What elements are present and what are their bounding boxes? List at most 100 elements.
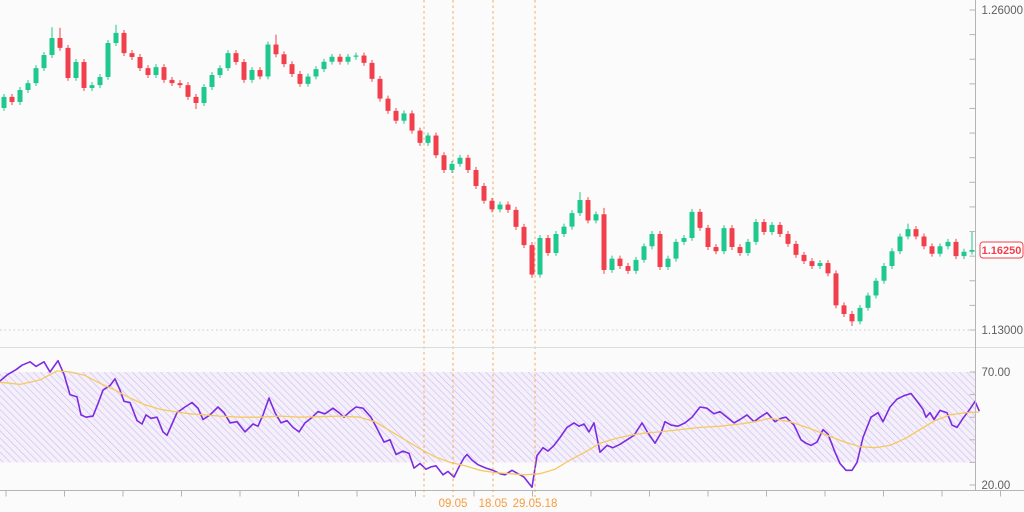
- candle: [753, 218, 759, 245]
- candle: [33, 65, 39, 87]
- candle: [329, 53, 335, 65]
- candle: [177, 80, 183, 89]
- candle: [553, 231, 559, 256]
- candle: [25, 80, 31, 93]
- candle: [649, 231, 655, 250]
- candle: [377, 75, 383, 102]
- candle: [681, 234, 687, 245]
- candle: [1, 93, 7, 111]
- candle: [961, 248, 967, 260]
- candle: [633, 256, 639, 274]
- rsi-line: [0, 359, 980, 489]
- candle: [289, 61, 295, 77]
- candle: [769, 221, 775, 235]
- candle: [145, 65, 151, 78]
- candle: [625, 263, 631, 274]
- candle: [297, 71, 303, 87]
- candle: [361, 52, 367, 66]
- candle: [369, 59, 375, 82]
- rsi-tick-label: 70.00: [982, 367, 1011, 379]
- candle: [113, 24, 119, 46]
- candle: [873, 277, 879, 299]
- candle: [697, 208, 703, 231]
- candle: [121, 29, 127, 57]
- candle: [713, 244, 719, 255]
- candle: [137, 54, 143, 72]
- candle: [897, 233, 903, 255]
- candle: [721, 225, 727, 255]
- candle: [409, 110, 415, 134]
- candle: [393, 107, 399, 124]
- candle: [657, 231, 663, 270]
- date-label: 09.05: [439, 498, 468, 510]
- candle: [641, 243, 647, 263]
- candle: [969, 232, 975, 255]
- candle: [953, 238, 959, 260]
- candle: [841, 302, 847, 317]
- candle: [577, 192, 583, 217]
- candle: [193, 93, 199, 109]
- candle: [585, 197, 591, 224]
- candle: [41, 52, 47, 72]
- candle: [593, 211, 599, 224]
- candle: [881, 263, 887, 284]
- candle: [665, 255, 671, 270]
- candle: [505, 201, 511, 213]
- candle: [849, 311, 855, 327]
- candle: [689, 208, 695, 241]
- candle: [153, 64, 159, 78]
- current-price-tag: 1.16250: [979, 241, 1024, 259]
- candle: [729, 225, 735, 250]
- candle: [793, 240, 799, 258]
- candle: [209, 72, 215, 90]
- candle: [777, 221, 783, 237]
- candle: [89, 82, 95, 91]
- candle: [489, 197, 495, 213]
- candle: [17, 87, 23, 106]
- candle: [49, 27, 55, 58]
- candle: [433, 132, 439, 159]
- candle: [825, 260, 831, 277]
- price-tick-label: 1.13000: [982, 325, 1024, 337]
- candle: [513, 206, 519, 230]
- time-axis[interactable]: 09.05 18.05 29.05.18: [0, 490, 1024, 511]
- candle: [273, 34, 279, 58]
- candle: [241, 58, 247, 83]
- candle: [321, 58, 327, 73]
- price-axis[interactable]: 1.26000 1.13000 70.00 20.00: [969, 0, 1024, 492]
- candle: [65, 44, 71, 81]
- candle: [497, 201, 503, 213]
- candle: [457, 154, 463, 167]
- candle: [801, 251, 807, 265]
- candle: [737, 244, 743, 256]
- candle: [97, 74, 103, 89]
- candle: [9, 93, 15, 106]
- candle: [545, 234, 551, 256]
- candle: [161, 64, 167, 83]
- candle: [833, 270, 839, 309]
- price-pane[interactable]: [1, 24, 975, 327]
- candle: [425, 132, 431, 146]
- candle: [913, 226, 919, 240]
- candle: [353, 52, 359, 60]
- candle: [337, 53, 343, 65]
- overbought-oversold-band: [0, 372, 976, 463]
- rsi-pane[interactable]: [0, 359, 980, 489]
- candle: [673, 238, 679, 262]
- candle: [233, 50, 239, 65]
- candle: [73, 58, 79, 81]
- candle: [385, 95, 391, 114]
- candle: [257, 67, 263, 80]
- candle: [481, 183, 487, 204]
- candle: [785, 231, 791, 247]
- candle: [857, 304, 863, 325]
- candle: [817, 260, 823, 269]
- price-tick-label: 1.26000: [982, 5, 1024, 17]
- event-lines: [423, 0, 536, 497]
- candle: [473, 167, 479, 189]
- candle: [609, 255, 615, 273]
- candle: [225, 50, 231, 72]
- candle: [417, 127, 423, 146]
- candle: [249, 67, 255, 83]
